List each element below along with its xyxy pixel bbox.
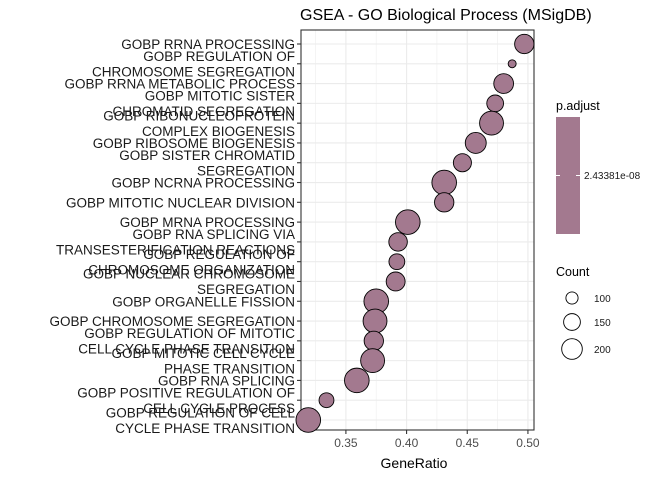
data-point (395, 209, 421, 235)
size-legend-label: 200 (594, 345, 611, 356)
data-point (514, 33, 535, 55)
size-legend-key (561, 338, 583, 360)
plot-border (300, 29, 535, 431)
y-tick-label: GOBP NCRNA PROCESSING (111, 176, 295, 191)
y-tick-label: GOBP MITOTIC SISTER CHROMATID SEGREGATION (112, 89, 295, 120)
size-legend-key (563, 313, 581, 331)
y-tick-label: GOBP RIBOSOME BIOGENESIS (93, 136, 295, 151)
x-tick-label: 0.35 (334, 436, 358, 450)
y-tick-label: GOBP REGULATION OF CELL CYCLE PHASE TRANS… (106, 405, 296, 436)
x-axis-title: GeneRatio (381, 455, 448, 471)
y-tick-label: GOBP RRNA PROCESSING (121, 37, 295, 52)
data-point (362, 308, 388, 334)
y-tick-label: GOBP MITOTIC CELL CYCLE PHASE TRANSITION (111, 346, 295, 377)
size-legend-key (565, 291, 579, 305)
x-tick-label: 0.40 (395, 436, 419, 450)
size-legend: 100 150 200 (561, 291, 611, 360)
y-tick-label: GOBP REGULATION OF MITOTIC CELL CYCLE PHA… (78, 326, 295, 357)
y-tick-label: GOBP RRNA METABOLIC PROCESS (64, 77, 295, 92)
data-point (431, 169, 457, 196)
data-point (388, 232, 408, 252)
x-tick-label: 0.45 (456, 436, 480, 450)
size-legend-label: 100 (594, 294, 611, 305)
y-tick-label: GOBP REGULATION OF CHROMOSOME ORGANIZATIO… (88, 247, 295, 278)
chart-title: GSEA - GO Biological Process (MSigDB) (300, 7, 592, 24)
data-point (452, 153, 472, 173)
y-tick-label: GOBP MRNA PROCESSING (120, 215, 295, 230)
y-tick-label: GOBP NUCLEAR CHROMOSOME SEGREGATION (83, 267, 295, 298)
y-tick-label: GOBP POSITIVE REGULATION OF CELL CYCLE PR… (77, 385, 295, 416)
legend: p.adjust 2.43381e-08 Count 100 150 200 (556, 99, 641, 360)
data-point (507, 59, 517, 69)
color-legend-label: 2.43381e-08 (584, 171, 641, 182)
y-tick-label: GOBP SISTER CHROMATID SEGREGATION (119, 148, 295, 179)
y-tick-label: GOBP REGULATION OF CHROMOSOME SEGREGATION (92, 49, 295, 80)
data-point (385, 271, 406, 292)
data-point (486, 94, 504, 113)
y-tick-label: GOBP ORGANELLE FISSION (112, 294, 295, 309)
data-point (388, 253, 406, 271)
data-point (493, 73, 514, 94)
data-point (464, 132, 487, 154)
data-point (360, 348, 385, 374)
y-tick-label: GOBP CHROMOSOME SEGREGATION (49, 314, 295, 329)
data-point (295, 407, 322, 433)
x-tick-label: 0.50 (516, 436, 540, 450)
size-legend-title: Count (556, 265, 590, 279)
color-legend-title: p.adjust (556, 99, 600, 113)
size-legend-label: 150 (594, 318, 611, 329)
data-point (363, 330, 384, 351)
y-tick-label: GOBP RIBONUCLEOPROTEIN COMPLEX BIOGENESIS (103, 108, 295, 139)
data-point (434, 192, 455, 213)
data-point (344, 367, 370, 394)
y-tick-label: GOBP RNA SPLICING (158, 373, 295, 388)
data-point (318, 392, 335, 409)
y-tick-label: GOBP RNA SPLICING VIA TRANSESTERIFICATION… (56, 227, 295, 257)
data-point (479, 110, 504, 136)
y-tick-label: GOBP MITOTIC NUCLEAR DIVISION (66, 195, 295, 210)
